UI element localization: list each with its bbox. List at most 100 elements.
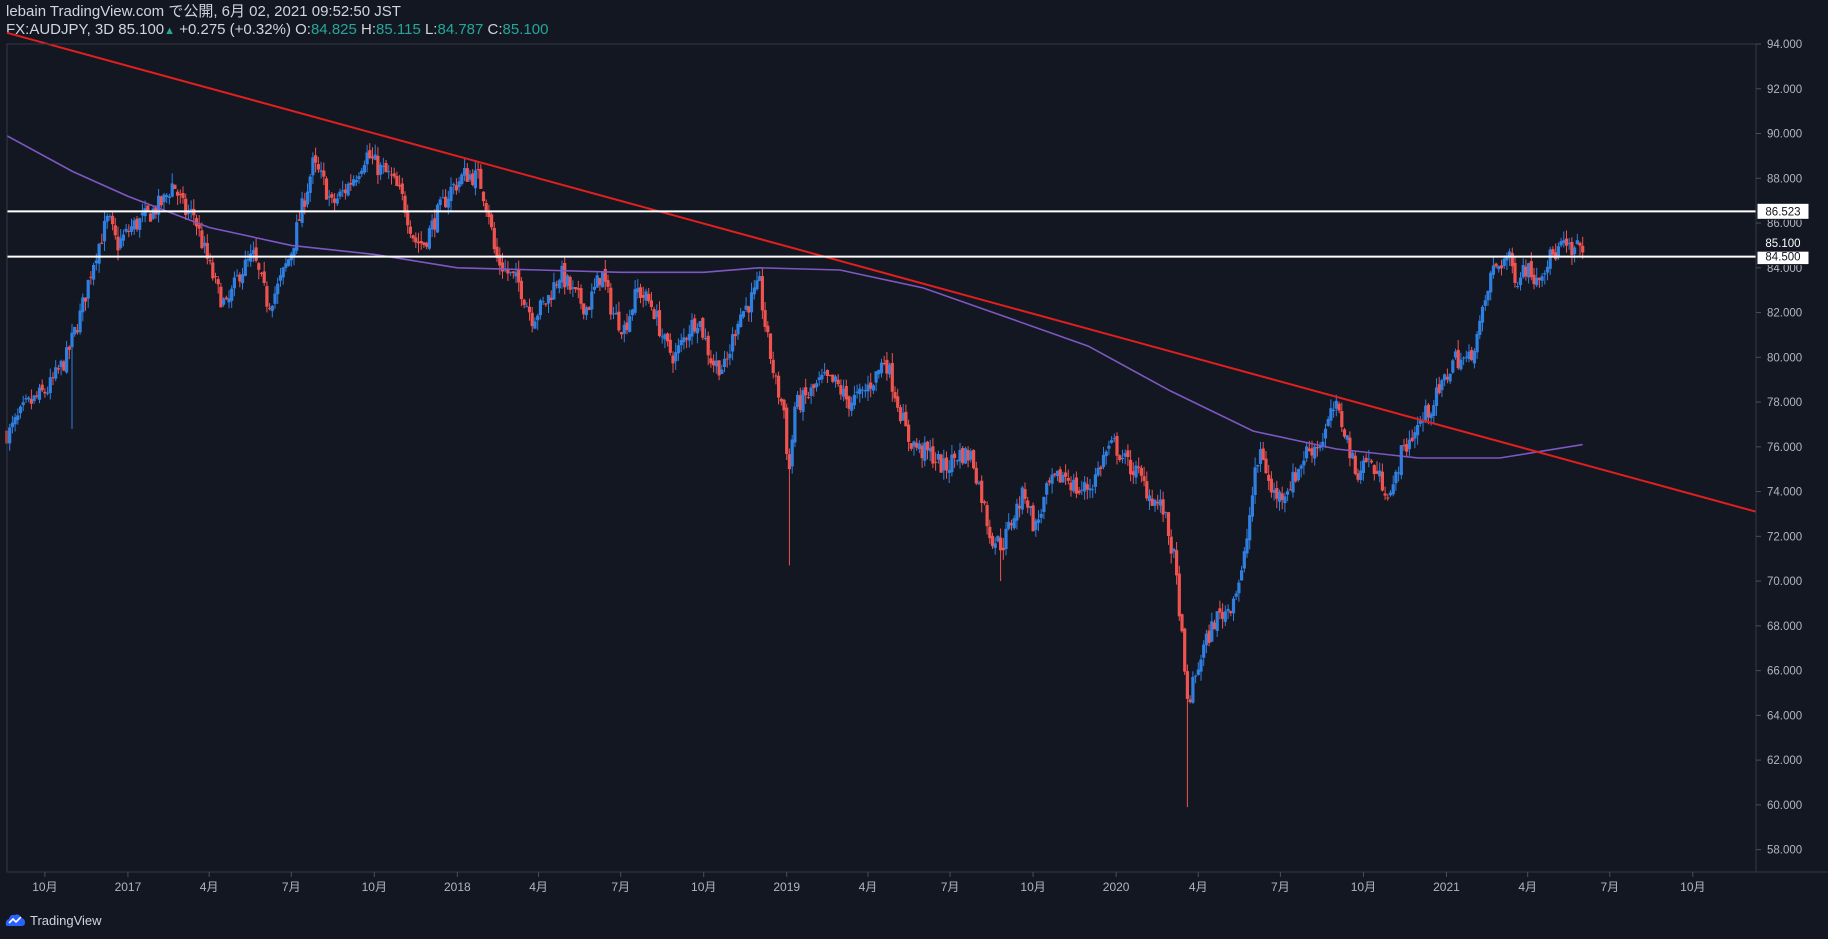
- x-tick-label: 2018: [444, 880, 471, 894]
- candle: [1039, 508, 1043, 524]
- candle: [1359, 461, 1363, 484]
- candle: [473, 161, 477, 196]
- horizontal-levels[interactable]: [7, 210, 1756, 258]
- candle: [468, 170, 472, 182]
- candle: [463, 157, 467, 181]
- x-tick-label: 4月: [1518, 880, 1537, 894]
- candle: [644, 288, 648, 306]
- candle: [1031, 502, 1035, 532]
- candle: [1321, 433, 1325, 451]
- candle: [850, 396, 854, 417]
- candle: [1267, 464, 1271, 491]
- candle: [706, 331, 710, 366]
- y-tick-label: 92.000: [1767, 84, 1802, 96]
- candle: [1448, 373, 1452, 384]
- candle: [831, 374, 835, 384]
- candle: [988, 519, 992, 544]
- candle: [1559, 237, 1563, 248]
- candle: [592, 278, 597, 294]
- candle: [1351, 450, 1355, 460]
- candle: [276, 277, 280, 304]
- candle: [1234, 590, 1238, 600]
- candle: [438, 196, 442, 211]
- candle: [904, 404, 908, 427]
- candle: [823, 363, 827, 376]
- candle: [736, 320, 740, 340]
- candle: [1147, 489, 1152, 510]
- candle: [733, 329, 737, 346]
- candle: [268, 303, 272, 311]
- candle: [844, 379, 848, 408]
- candle: [1129, 449, 1133, 482]
- candle: [395, 171, 399, 187]
- candle: [1348, 431, 1352, 467]
- candle: [138, 217, 142, 238]
- candle: [148, 212, 153, 222]
- candle: [1175, 542, 1179, 585]
- candle: [885, 351, 889, 381]
- candle: [281, 266, 285, 285]
- candle: [579, 284, 583, 310]
- candle: [73, 326, 77, 337]
- candle: [660, 328, 664, 344]
- candle: [370, 147, 375, 165]
- candle: [923, 436, 927, 467]
- candle: [51, 372, 55, 385]
- candle: [787, 448, 791, 566]
- candle: [522, 298, 526, 309]
- candle: [324, 176, 329, 200]
- candle: [1478, 315, 1482, 340]
- y-tick-label: 62.000: [1767, 755, 1802, 767]
- candle: [779, 397, 783, 406]
- candle: [1369, 459, 1374, 464]
- candle: [460, 172, 464, 186]
- candle: [435, 203, 440, 233]
- candle: [514, 262, 518, 283]
- candle: [557, 278, 561, 294]
- candle: [384, 159, 388, 173]
- candle: [381, 157, 385, 174]
- open-value: 84.825: [310, 21, 357, 38]
- candle: [890, 353, 894, 402]
- candle: [211, 256, 215, 281]
- candle: [251, 241, 255, 263]
- candle: [1294, 467, 1298, 483]
- candle: [1107, 440, 1111, 456]
- candle: [657, 301, 662, 338]
- candle: [1375, 461, 1379, 475]
- candle: [1548, 246, 1552, 275]
- candle: [1150, 489, 1154, 506]
- candle: [162, 192, 166, 212]
- trendline[interactable]: [6, 31, 1757, 513]
- candle: [157, 189, 161, 223]
- candle: [484, 199, 488, 217]
- candle: [858, 383, 862, 403]
- candle: [698, 320, 702, 332]
- candle: [977, 480, 981, 486]
- candle: [982, 499, 986, 506]
- candle: [406, 204, 410, 234]
- candle: [97, 242, 101, 273]
- candle: [695, 323, 699, 344]
- candle: [758, 271, 762, 282]
- x-tick-label: 4月: [859, 880, 878, 894]
- candle: [452, 182, 456, 195]
- trendline-group[interactable]: [6, 31, 1757, 513]
- candle: [1055, 470, 1060, 482]
- candle: [763, 302, 767, 332]
- y-tick-label: 64.000: [1767, 710, 1802, 722]
- candle: [749, 282, 754, 323]
- candle: [1007, 513, 1011, 531]
- candle: [1091, 484, 1095, 498]
- candle: [836, 374, 840, 387]
- candle: [1058, 466, 1062, 483]
- candle: [362, 160, 366, 175]
- candle: [116, 226, 120, 261]
- candle: [1202, 640, 1206, 666]
- candle: [771, 351, 775, 379]
- svg-text:86.523: 86.523: [1765, 206, 1800, 218]
- candle: [587, 306, 591, 311]
- candle: [151, 206, 155, 220]
- candle: [1123, 449, 1127, 465]
